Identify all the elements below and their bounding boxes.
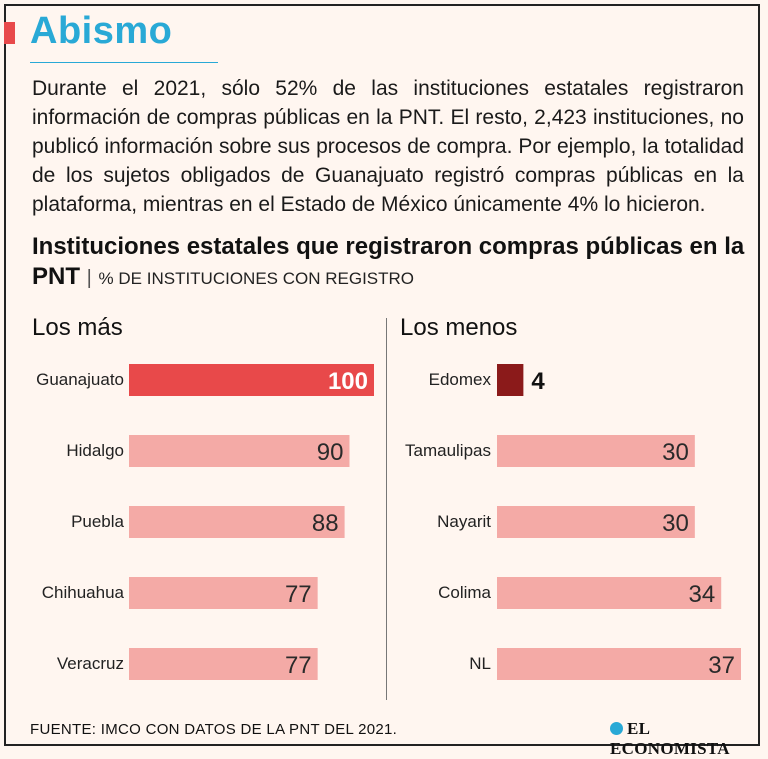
category-label: Tamaulipas — [405, 441, 491, 460]
value-label: 90 — [317, 439, 344, 466]
value-label: 34 — [689, 581, 716, 608]
value-label: 30 — [662, 439, 689, 466]
bar-hidalgo — [129, 435, 350, 467]
category-label: Edomex — [429, 370, 492, 389]
category-label: Hidalgo — [66, 441, 124, 460]
value-label: 100 — [328, 368, 368, 395]
chart-subtitle: % DE INSTITUCIONES CON REGISTRO — [98, 269, 415, 288]
bar-edomex — [497, 364, 524, 396]
category-label: Guanajuato — [36, 370, 124, 389]
group-label-los-mas: Los más — [32, 314, 123, 341]
value-label: 77 — [285, 652, 312, 679]
chart-divider — [386, 318, 387, 700]
category-label: Veracruz — [57, 654, 124, 673]
title-underline — [30, 62, 218, 63]
heading-separator: | — [86, 267, 92, 289]
title-accent-bar — [4, 22, 15, 44]
chart-title: Instituciones estatales que registraron … — [32, 233, 745, 290]
page-title: Abismo — [30, 10, 173, 52]
intro-paragraph: Durante el 2021, sólo 52% de las institu… — [32, 77, 744, 216]
category-label: Chihuahua — [42, 583, 125, 602]
category-label: NL — [469, 654, 491, 673]
bar-nl — [497, 648, 741, 680]
bar-puebla — [129, 506, 345, 538]
bar-guanajuato — [129, 364, 374, 396]
category-label: Puebla — [71, 512, 124, 531]
value-label: 77 — [285, 581, 312, 608]
brand-globe-icon — [610, 722, 623, 735]
bar-nayarit — [497, 506, 695, 538]
bar-chihuahua — [129, 577, 318, 609]
source-note: FUENTE: IMCO CON DATOS DE LA PNT DEL 202… — [30, 721, 398, 738]
group-label-los-menos: Los menos — [400, 314, 518, 341]
brand-name: EL ECONOMISTA — [610, 719, 730, 758]
chart-heading: Instituciones estatales que registraron … — [32, 232, 752, 294]
bar-tamaulipas — [497, 435, 695, 467]
bar-colima — [497, 577, 722, 609]
brand-logo: EL ECONOMISTA — [610, 719, 768, 759]
value-label: 88 — [312, 510, 339, 537]
category-label: Nayarit — [437, 512, 491, 531]
value-label: 4 — [531, 368, 545, 395]
bar-veracruz — [129, 648, 318, 680]
value-label: 30 — [662, 510, 689, 537]
category-label: Colima — [438, 583, 491, 602]
value-label: 37 — [708, 652, 735, 679]
